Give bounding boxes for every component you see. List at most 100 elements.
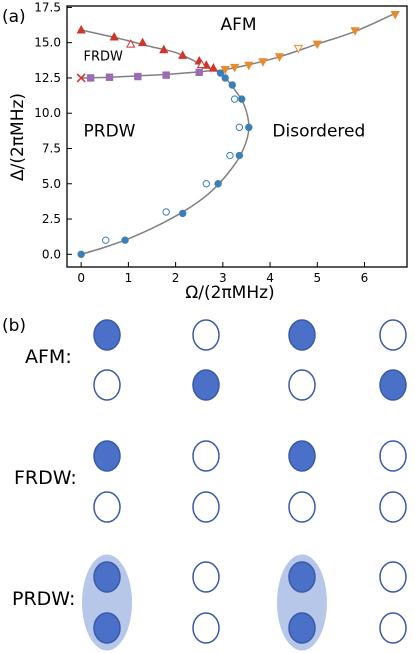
plot-frame: [66, 5, 408, 268]
x-tick-label-3: 3: [219, 271, 227, 285]
lattice-row-frdw: FRDW:: [14, 440, 407, 523]
data-point-square-3-0: [86, 74, 95, 82]
x-tick-label-4: 4: [266, 271, 274, 285]
site-occupied: [93, 612, 121, 644]
data-point-triangle-down-6-5: [312, 40, 322, 50]
y-axis-ticks: 0.0 2.5 5.0 7.5 10.0 12.5 15.0 17.5: [34, 0, 72, 261]
y-tick-label-1: 2.5: [42, 212, 61, 226]
lattice-row-afm: AFM:: [25, 319, 407, 401]
data-point-square-3-3: [162, 71, 170, 79]
data-point-circle-5-5: [230, 95, 239, 103]
data-point-x-2-0: [76, 73, 86, 83]
data-point-triangle-down-6-1: [229, 63, 240, 73]
site-empty: [379, 319, 407, 351]
data-point-circle-4-3: [214, 180, 222, 188]
region-labels: AFM FRDW PRDW Disordered: [84, 15, 366, 142]
site-empty: [192, 561, 220, 593]
data-point-triangle-up-1-1: [196, 59, 207, 69]
data-point-square-3-1: [105, 73, 114, 81]
panel-a-label: (a): [2, 7, 26, 27]
data-point-circle-5-0: [102, 236, 110, 244]
x-tick-label-6: 6: [361, 271, 369, 285]
lattice-diagrams: AFM: FRDW: PRDW:: [12, 319, 407, 651]
lattice-row-prdw: PRDW:: [12, 554, 407, 651]
region-label-disordered: Disordered: [272, 122, 365, 142]
data-point-circle-4-5: [245, 123, 253, 132]
y-tick-label-3: 7.5: [42, 141, 61, 155]
y-tick-label-5: 12.5: [34, 71, 61, 85]
site-empty: [379, 561, 407, 593]
y-axis-label: Δ/(2πMHz): [8, 93, 28, 181]
data-point-circle-4-4: [235, 151, 244, 160]
data-point-triangle-down-6-0: [220, 65, 230, 75]
data-point-square-3-2: [134, 72, 142, 81]
data-point-triangle-up-0-3: [159, 44, 169, 54]
site-empty: [379, 440, 407, 472]
data-point-circle-5-4: [235, 123, 244, 132]
lattice-row-label: FRDW:: [14, 467, 77, 489]
site-empty: [192, 319, 220, 351]
x-axis-ticks: 0 1 2 3 4 5 6: [77, 262, 368, 285]
data-point-circle-4-6: [238, 95, 246, 103]
data-point-triangle-down-6-6: [350, 27, 360, 36]
site-empty: [379, 612, 407, 644]
site-empty: [93, 369, 121, 401]
phase-diagram-chart: 0 1 2 3 4 5 6 0.0 2.5 5.0 7.5 10.0 12.5 15.0 17.5 AFM…: [8, 0, 408, 303]
site-occupied: [288, 612, 316, 644]
region-label-afm: AFM: [220, 15, 256, 35]
site-empty: [93, 491, 121, 523]
site-empty: [379, 491, 407, 523]
data-point-triangle-up-0-7: [208, 63, 219, 72]
site-occupied: [288, 561, 316, 593]
y-tick-label-0: 0.0: [42, 247, 61, 261]
data-point-circle-5-2: [202, 180, 211, 188]
site-occupied: [93, 561, 121, 593]
data-point-triangle-up-0-1: [109, 31, 119, 41]
data-point-circle-4-8: [221, 74, 229, 82]
site-occupied: [93, 319, 121, 351]
data-point-triangle-down-6-4: [274, 53, 285, 62]
data-point-triangle-down-6-3: [258, 58, 268, 67]
site-empty: [288, 491, 316, 523]
site-empty: [192, 612, 220, 644]
data-point-circle-4-9: [216, 69, 225, 77]
data-point-triangle-up-1-0: [126, 39, 136, 48]
data-point-circle-4-7: [228, 81, 236, 89]
y-tick-label-4: 10.0: [34, 106, 61, 120]
x-tick-label-5: 5: [313, 271, 321, 285]
region-label-prdw: PRDW: [84, 122, 136, 142]
data-point-triangle-up-0-2: [137, 37, 148, 47]
data-point-circle-5-1: [162, 208, 170, 216]
data-point-circle-4-1: [121, 236, 129, 244]
site-occupied: [288, 319, 316, 351]
lattice-row-label: PRDW:: [12, 588, 75, 610]
y-tick-label-2: 5.0: [42, 177, 61, 191]
site-empty: [192, 440, 220, 472]
lattice-row-label: AFM:: [25, 346, 72, 368]
data-point-triangle-down-7-0: [293, 44, 304, 54]
y-tick-label-6: 15.0: [34, 36, 61, 50]
site-occupied: [93, 440, 121, 472]
x-tick-label-2: 2: [172, 271, 180, 285]
x-tick-label-0: 0: [77, 271, 85, 285]
site-occupied: [379, 369, 407, 401]
region-label-frdw: FRDW: [84, 49, 124, 64]
panel-b-label: (b): [2, 316, 26, 336]
site-occupied: [288, 440, 316, 472]
boundary-curve-3: [80, 70, 250, 256]
data-point-square-3-4: [195, 68, 203, 77]
data-point-triangle-down-6-7: [390, 10, 400, 20]
y-tick-label-7: 17.5: [34, 0, 61, 14]
site-empty: [288, 369, 316, 401]
site-empty: [192, 491, 220, 523]
x-axis-label: Ω/(2πMHz): [185, 283, 274, 303]
data-point-triangle-up-0-4: [178, 50, 188, 59]
data-point-circle-4-0: [77, 250, 85, 259]
data-point-circle-5-3: [226, 151, 234, 160]
data-points: [76, 10, 400, 259]
data-point-triangle-down-6-2: [244, 61, 254, 71]
data-point-triangle-up-0-0: [76, 24, 86, 34]
x-tick-label-1: 1: [125, 271, 133, 285]
site-occupied: [192, 369, 220, 401]
